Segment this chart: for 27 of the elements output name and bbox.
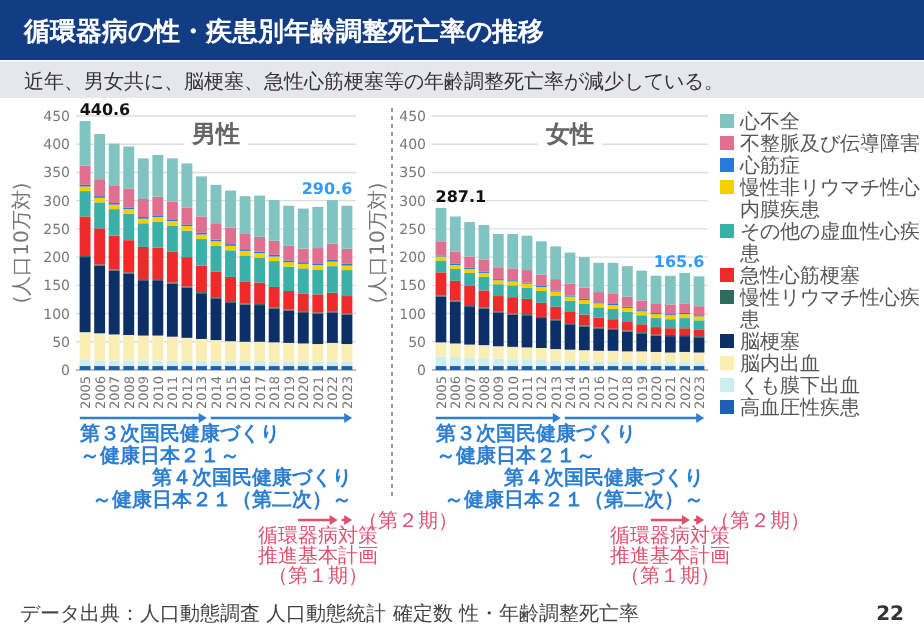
text: 22 [876, 604, 905, 626]
legend-label: 不整脈及び伝導障害 [740, 132, 920, 156]
legend-label: 慢性リウマチ性心疾患 [738, 286, 920, 332]
y-axis-title: (人口10万対) [366, 182, 390, 304]
total-label: 290.6 [301, 180, 354, 199]
legend-label: 脳梗塞 [740, 330, 800, 354]
chart-title: 男性 [190, 120, 240, 148]
legend-label: 心不全 [738, 110, 800, 134]
total-label: 287.1 [435, 188, 488, 206]
total-label: 440.6 [79, 101, 132, 120]
legend-label: くも膜下出血 [740, 374, 860, 398]
text: データ出典：人口動態調査 人口動態統計 確定数 性・年齢調整死亡率 [20, 602, 640, 626]
legend-label: 急性心筋梗塞 [738, 264, 860, 288]
legend-label: 慢性非リウマチ性心内膜疾患 [738, 176, 920, 222]
text: 第３次国民健康づくり～健康日本２１～ [433, 422, 636, 468]
y-axis-title: (人口10万対) [10, 182, 34, 304]
legend-label: 心筋症 [738, 154, 800, 178]
legend-label: その他の虚血性心疾患 [738, 220, 920, 266]
text: 循環器病の性・疾患別年齢調整死亡率の推移 [22, 16, 544, 48]
text: 第４次国民健康づくり～健康日本２１（第二次）～ [92, 466, 353, 512]
text: 第３次国民健康づくり～健康日本２１～ [77, 422, 280, 468]
text: 第４次国民健康づくり～健康日本２１（第二次）～ [444, 466, 705, 512]
chart-title: 女性 [544, 120, 594, 148]
total-label: 165.6 [653, 252, 706, 271]
legend-label: 高血圧性疾患 [740, 396, 860, 420]
text: 近年、男女共に、脳梗塞、急性心筋梗塞等の年齢調整死亡率が減少している。 [24, 70, 724, 94]
legend-label: 脳内出血 [740, 352, 820, 376]
